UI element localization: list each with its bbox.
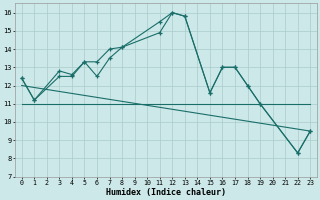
X-axis label: Humidex (Indice chaleur): Humidex (Indice chaleur) [106, 188, 226, 197]
